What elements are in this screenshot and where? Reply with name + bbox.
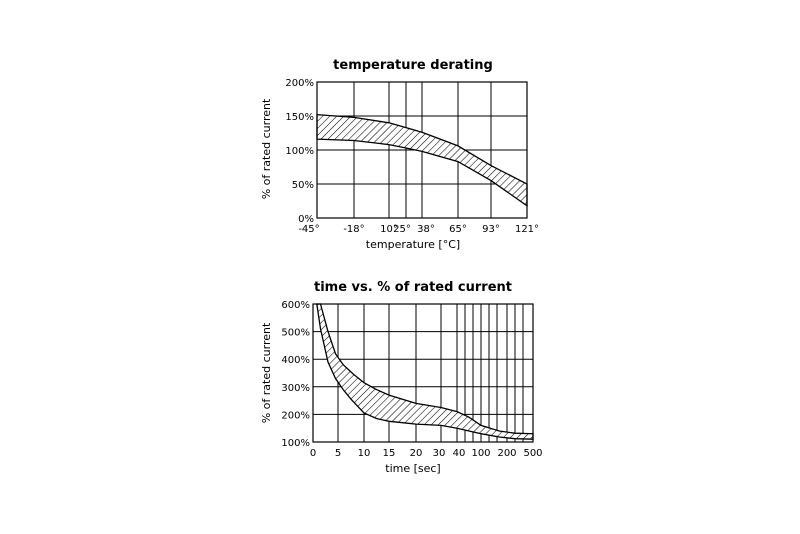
chart2-x-tick-labels: 0 5 10 15 20 30 40 100 200 500 <box>310 448 543 459</box>
chart2-x-tick-label: 500 <box>523 448 542 459</box>
chart1-y-tick-labels: 0% 50% 100% 150% 200% <box>285 78 314 225</box>
chart2-y-tick-label: 400% <box>281 355 310 366</box>
time-vs-current-chart: time vs. % of rated current 100%200%300%… <box>260 280 543 475</box>
chart2-x-tick-label: 200 <box>497 448 516 459</box>
temperature-derating-chart: temperature derating 0% 50% 100% 150% 200% -… <box>260 58 539 251</box>
chart2-y-tick-label: 300% <box>281 383 310 394</box>
chart1-title: temperature derating <box>333 58 493 73</box>
chart2-x-tick-label: 30 <box>433 448 446 459</box>
chart2-x-tick-label: 40 <box>453 448 466 459</box>
chart1-y-tick-label: 100% <box>285 146 314 157</box>
chart1-y-tick-label: 0% <box>298 214 314 225</box>
chart2-x-tick-label: 10 <box>358 448 371 459</box>
chart1-x-tick-label: -18° <box>343 224 364 235</box>
chart1-y-tick-label: 200% <box>285 78 314 89</box>
chart1-x-tick-label: 10° <box>380 224 398 235</box>
chart1-x-tick-label: 38° <box>417 224 435 235</box>
chart1-x-tick-label: 121° <box>515 224 539 235</box>
chart2-title: time vs. % of rated current <box>314 280 512 295</box>
chart2-plot-frame <box>312 303 534 443</box>
chart2-x-tick-label: 20 <box>410 448 423 459</box>
chart2-y-tick-labels: 100% 200% 300% 400% 500% 600% <box>281 300 310 449</box>
chart1-x-tick-label: 65° <box>449 224 467 235</box>
chart1-x-tick-label: 25° <box>393 224 411 235</box>
chart2-y-tick-label: 200% <box>281 410 310 421</box>
chart2-y-tick-label: 100% <box>281 438 310 449</box>
chart2-x-axis-label: time [sec] <box>385 462 440 475</box>
chart1-plot-frame <box>316 81 528 219</box>
chart2-y-tick-label: 600% <box>281 300 310 311</box>
chart2-x-tick-label: 15 <box>383 448 396 459</box>
chart1-x-tick-label: -45° <box>298 224 319 235</box>
chart1-y-axis-label: % of rated current <box>260 98 273 199</box>
chart2-x-tick-label: 100 <box>471 448 490 459</box>
chart2-x-tick-label: 0 <box>310 448 316 459</box>
chart1-x-tick-labels: -45° -18° 10°25° 38° 65° 93° 121° <box>298 224 539 235</box>
chart2-x-tick-label: 5 <box>335 448 341 459</box>
chart1-x-tick-label: 93° <box>482 224 500 235</box>
chart1-y-tick-label: 150% <box>285 112 314 123</box>
chart2-y-axis-label: % of rated current <box>260 322 273 423</box>
chart2-range-band <box>316 303 534 440</box>
chart1-y-tick-label: 50% <box>292 180 314 191</box>
chart2-y-tick-label: 500% <box>281 328 310 339</box>
chart1-x-axis-label: temperature [°C] <box>366 238 460 251</box>
